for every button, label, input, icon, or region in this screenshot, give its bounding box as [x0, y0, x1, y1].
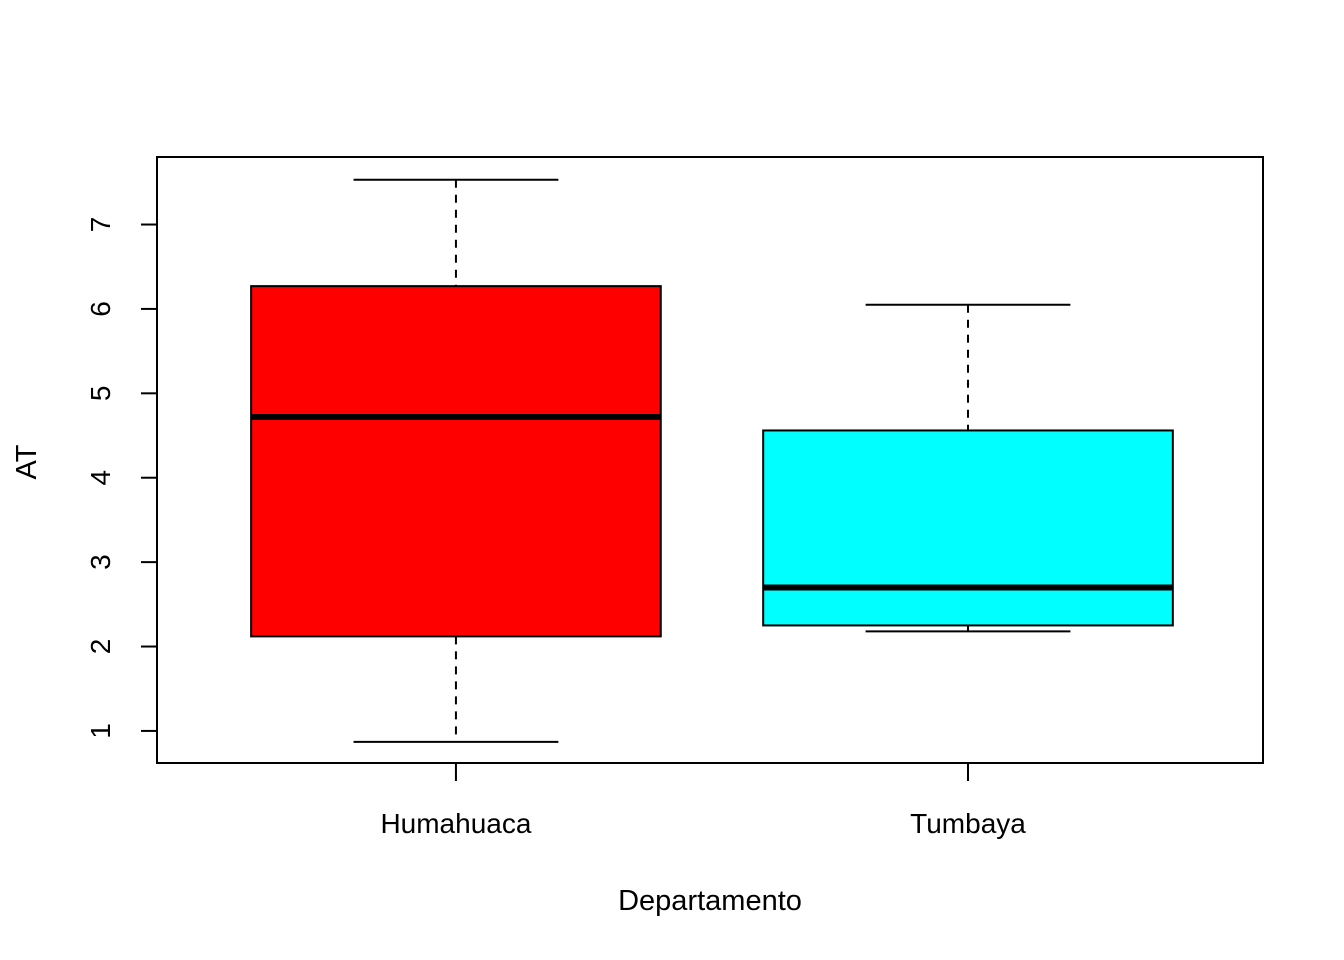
box-series: [250, 178, 1174, 743]
y-tick-label: 7: [85, 217, 116, 233]
y-tick-label: 5: [85, 386, 116, 402]
x-axis: Humahuaca Tumbaya: [380, 763, 1026, 839]
box-iqr: [250, 285, 662, 638]
x-tick-label: Tumbaya: [910, 808, 1026, 839]
y-tick-label: 4: [85, 470, 116, 486]
box-iqr: [762, 429, 1174, 627]
y-tick-label: 3: [85, 554, 116, 570]
box-humahuaca: [250, 178, 662, 743]
y-axis: 1 2 3 4 5 6 7: [85, 217, 157, 739]
x-tick-label: Humahuaca: [380, 808, 531, 839]
y-tick-label: 6: [85, 301, 116, 317]
box-tumbaya: [762, 303, 1174, 633]
y-tick-label: 2: [85, 639, 116, 655]
y-tick-label: 1: [85, 723, 116, 739]
y-axis-title: AT: [11, 444, 43, 479]
plot-frame: [156, 156, 1264, 764]
x-axis-title: Departamento: [618, 885, 802, 917]
